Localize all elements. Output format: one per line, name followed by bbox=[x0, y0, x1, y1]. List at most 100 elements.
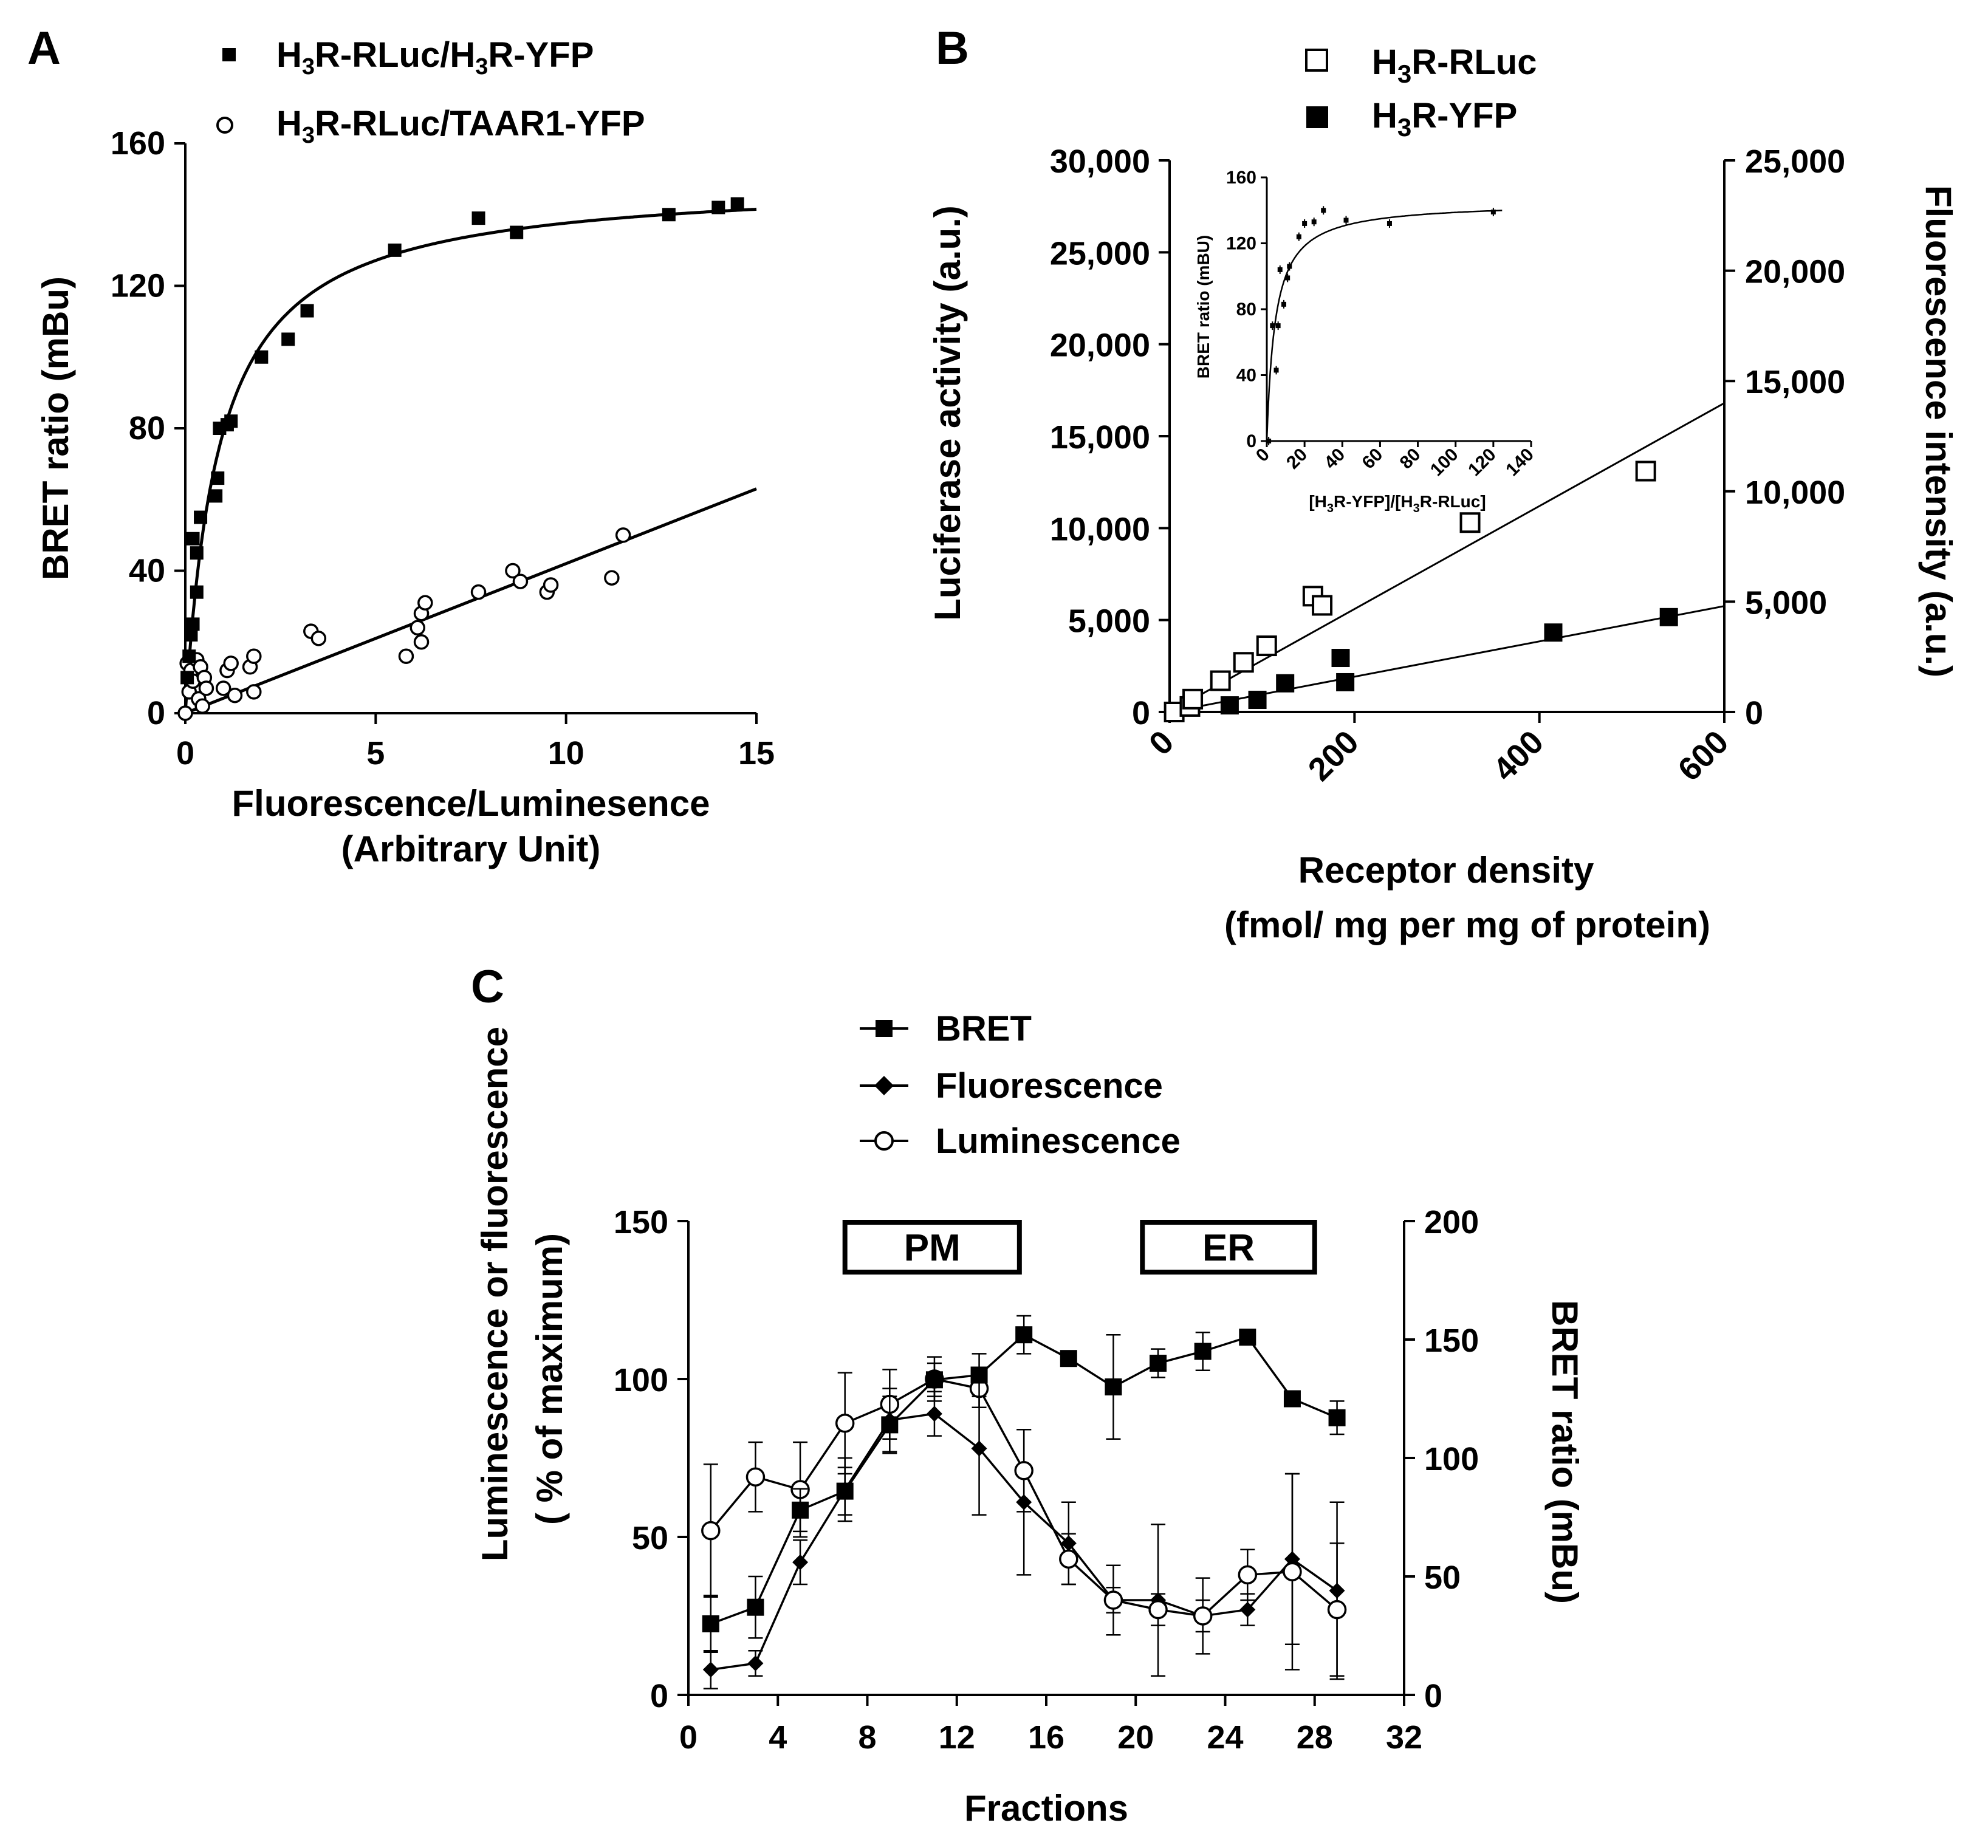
data-point-taar1-yfp bbox=[398, 648, 414, 664]
inset-x-tick-label: 60 bbox=[1358, 445, 1386, 473]
data-point-h3r-yfp bbox=[1659, 607, 1678, 626]
panel-c-left-y-title-2: ( % of maximum) bbox=[529, 1233, 570, 1525]
panel-b-x-title-2: (fmol/ mg per mg of protein) bbox=[1224, 905, 1710, 945]
data-point-taar1-yfp bbox=[198, 680, 214, 696]
panel-a-x-title: Fluorescence/Luminesence bbox=[232, 783, 710, 824]
panel-a-legend: H3R-RLuc/H3R-YFP H3R-RLuc/TAAR1-YFP bbox=[216, 35, 645, 148]
left-y-tick-label: 0 bbox=[650, 1678, 668, 1714]
x-tick-label: 12 bbox=[939, 1719, 975, 1756]
right-y-tick-label: 0 bbox=[1745, 695, 1763, 731]
data-point-h3r-rluc bbox=[1635, 460, 1656, 482]
data-point-h3r-yfp bbox=[255, 350, 269, 364]
data-point-bret bbox=[836, 1482, 854, 1500]
data-point-taar1-yfp bbox=[543, 577, 559, 593]
inset-data-point bbox=[1343, 217, 1349, 223]
inset-data-point bbox=[1287, 264, 1292, 269]
x-tick-label: 400 bbox=[1486, 724, 1551, 788]
data-point-h3r-yfp bbox=[190, 546, 204, 560]
data-point-luminescence bbox=[1148, 1600, 1168, 1620]
data-point-h3r-yfp bbox=[211, 471, 225, 485]
data-point-luminescence bbox=[1014, 1461, 1033, 1480]
legend-c-marker-luminescence bbox=[874, 1131, 894, 1151]
data-point-bret bbox=[925, 1371, 943, 1389]
left-y-tick-label: 30,000 bbox=[1050, 143, 1150, 180]
data-point-taar1-yfp bbox=[505, 563, 521, 579]
inset-plot bbox=[1266, 206, 1503, 445]
panel-b-right-y-title: Fluorescence intensity (a.u.) bbox=[1918, 185, 1959, 677]
x-tick-label: 15 bbox=[738, 735, 775, 772]
legend-a-marker-filled-square bbox=[222, 48, 236, 61]
right-y-tick-label: 20,000 bbox=[1745, 254, 1845, 290]
fit-line-taar1-yfp bbox=[185, 487, 757, 715]
right-y-tick-label: 100 bbox=[1424, 1441, 1479, 1477]
data-point-taar1-yfp bbox=[246, 684, 262, 700]
data-point-bret bbox=[1105, 1378, 1122, 1395]
data-point-taar1-yfp bbox=[417, 595, 433, 611]
y-tick-label: 80 bbox=[129, 410, 165, 447]
y-tick-label: 0 bbox=[147, 695, 165, 731]
data-point-h3r-yfp bbox=[180, 671, 194, 685]
panel-a-letter: A bbox=[27, 22, 61, 74]
data-point-h3r-yfp bbox=[209, 489, 223, 503]
panel-a-ticks: 0 5 10 15 0 40 80 120 160 bbox=[111, 125, 775, 772]
inset-x-title: [H3R-YFP]/[H3R-RLuc] bbox=[1309, 492, 1486, 515]
right-y-tick-label: 50 bbox=[1424, 1559, 1461, 1596]
data-point-taar1-yfp bbox=[310, 631, 327, 646]
data-point-taar1-yfp bbox=[177, 705, 193, 721]
data-point-taar1-yfp bbox=[413, 634, 430, 650]
annotation-label-er: ER bbox=[1202, 1227, 1255, 1269]
panel-c: C BRET Fluorescence Luminescence 0 4 8 12 16… bbox=[471, 961, 1585, 1829]
panel-a-x-title-2: (Arbitrary Unit) bbox=[341, 829, 601, 869]
panel-b-legend: H3R-RLuc H3R-YFP bbox=[1305, 43, 1537, 142]
panel-c-x-title: Fractions bbox=[964, 1788, 1128, 1829]
left-y-tick-label: 100 bbox=[614, 1362, 668, 1398]
data-point-h3r-yfp bbox=[186, 532, 200, 546]
left-y-tick-label: 15,000 bbox=[1050, 419, 1150, 456]
panel-c-right-y-title: BRET ratio (mBu) bbox=[1544, 1300, 1585, 1604]
left-y-tick-label: 0 bbox=[1132, 695, 1150, 731]
data-point-bret bbox=[1060, 1350, 1077, 1367]
data-point-bret bbox=[1150, 1355, 1167, 1372]
left-y-tick-label: 50 bbox=[632, 1520, 668, 1556]
x-tick-label: 8 bbox=[858, 1719, 876, 1756]
data-point-luminescence bbox=[1103, 1590, 1123, 1610]
data-point-bret bbox=[747, 1598, 764, 1616]
left-y-tick-label: 150 bbox=[614, 1204, 668, 1241]
data-point-h3r-yfp bbox=[510, 225, 524, 239]
data-point-h3r-yfp bbox=[1220, 696, 1239, 715]
data-point-taar1-yfp bbox=[615, 527, 631, 543]
legend-b-marker-filled-square bbox=[1306, 106, 1328, 128]
data-point-taar1-yfp bbox=[246, 648, 262, 664]
panel-a-y-title: BRET ratio (mBu) bbox=[35, 276, 76, 580]
right-y-tick-label: 15,000 bbox=[1745, 364, 1845, 400]
data-point-luminescence bbox=[746, 1467, 766, 1487]
inset-data-point bbox=[1275, 323, 1281, 329]
data-point-bret bbox=[1283, 1390, 1301, 1408]
data-point-taar1-yfp bbox=[227, 687, 243, 703]
data-point-h3r-yfp bbox=[224, 414, 238, 428]
data-point-h3r-yfp bbox=[1336, 672, 1355, 691]
inset-x-tick-label: 100 bbox=[1427, 445, 1462, 481]
inset-data-point bbox=[1321, 208, 1326, 213]
inset-data-point bbox=[1386, 221, 1392, 226]
data-point-h3r-yfp bbox=[1276, 674, 1295, 693]
data-point-taar1-yfp bbox=[512, 573, 529, 589]
data-point-bret bbox=[1194, 1343, 1212, 1360]
inset-fit-curve bbox=[1266, 210, 1503, 441]
data-point-h3r-yfp bbox=[186, 617, 200, 631]
data-point-bret bbox=[702, 1615, 719, 1632]
data-point-taar1-yfp bbox=[604, 570, 620, 586]
data-point-bret bbox=[881, 1416, 899, 1434]
x-tick-label: 24 bbox=[1207, 1719, 1243, 1756]
left-y-tick-label: 10,000 bbox=[1050, 511, 1150, 547]
inset-data-point bbox=[1270, 323, 1275, 329]
legend-a-marker-open-circle bbox=[216, 117, 233, 134]
inset-data-point bbox=[1311, 219, 1317, 225]
data-point-h3r-yfp bbox=[711, 200, 725, 214]
x-tick-label: 32 bbox=[1386, 1719, 1422, 1756]
data-point-h3r-yfp bbox=[182, 649, 196, 663]
data-point-fluorescence bbox=[792, 1554, 809, 1570]
data-point-fluorescence bbox=[926, 1406, 942, 1422]
